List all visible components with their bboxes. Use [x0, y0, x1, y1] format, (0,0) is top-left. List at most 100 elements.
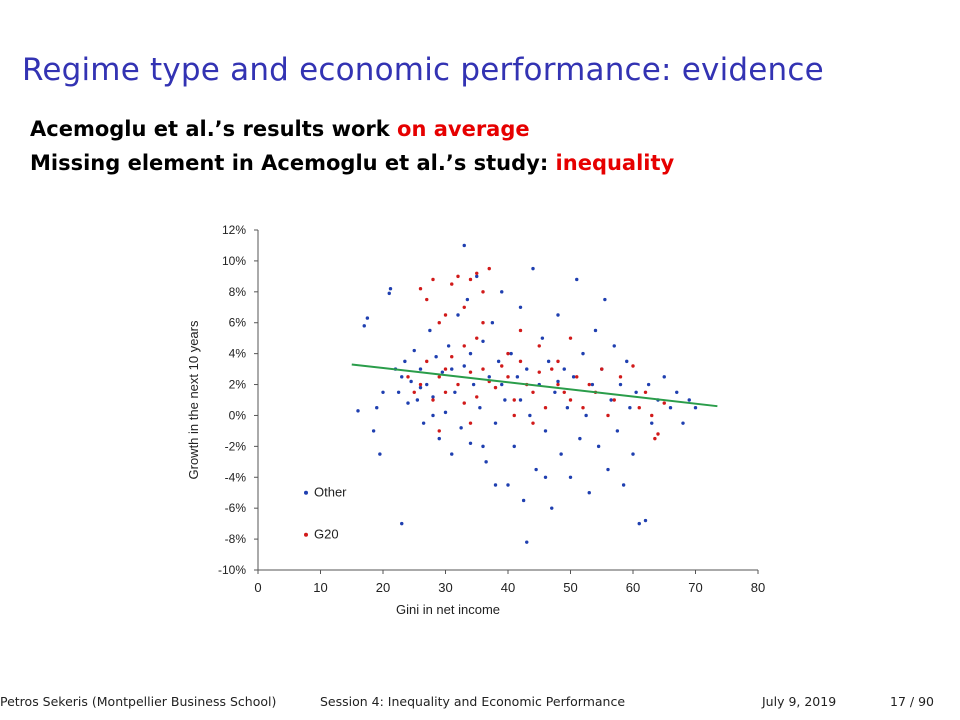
other-point — [487, 375, 491, 379]
y-tick-label: 0% — [229, 408, 247, 422]
g20-point — [431, 277, 435, 282]
g20-point — [406, 375, 410, 379]
other-point — [675, 390, 679, 394]
g20-point — [437, 375, 441, 379]
footer-page-number: 17 / 90 — [890, 694, 934, 709]
g20-point — [600, 367, 604, 371]
other-point — [596, 444, 601, 449]
legend-marker-other — [304, 490, 308, 495]
g20-point — [487, 266, 491, 271]
other-point — [490, 321, 495, 325]
other-point — [456, 313, 460, 317]
other-point — [500, 290, 504, 294]
g20-point — [612, 398, 616, 402]
x-tick-label: 40 — [501, 580, 515, 595]
other-point — [628, 406, 632, 410]
footer: Petros Sekeris (Montpellier Business Sch… — [0, 694, 960, 714]
g20-point — [468, 277, 473, 282]
y-tick-label: 6% — [229, 316, 247, 330]
other-point — [462, 364, 466, 368]
g20-point — [512, 413, 516, 418]
y-tick-label: -8% — [225, 532, 247, 546]
other-point — [468, 441, 473, 445]
other-point — [587, 491, 591, 495]
slide-title: Regime type and economic performance: ev… — [22, 52, 824, 88]
other-point — [621, 483, 626, 487]
g20-point — [462, 401, 466, 405]
other-point — [400, 375, 404, 379]
other-point — [571, 375, 576, 379]
other-point — [443, 410, 448, 415]
g20-point — [506, 351, 510, 356]
other-point — [553, 390, 557, 394]
g20-point — [456, 274, 460, 279]
other-point — [528, 413, 532, 418]
other-point — [465, 297, 470, 302]
other-point — [643, 518, 648, 523]
bullet-list: Acemoglu et al.’s results work on averag… — [30, 112, 674, 180]
other-point — [512, 444, 516, 449]
g20-point — [462, 305, 466, 309]
g20-point — [462, 344, 466, 348]
other-point — [437, 436, 441, 441]
other-point — [381, 390, 385, 394]
g20-point — [418, 382, 423, 387]
other-point — [425, 382, 429, 387]
other-point — [625, 359, 629, 364]
g20-point — [518, 328, 523, 333]
g20-point — [606, 413, 610, 418]
x-tick-label: 10 — [313, 580, 327, 595]
other-point — [371, 429, 376, 433]
other-point — [484, 460, 488, 464]
other-point — [362, 324, 366, 328]
other-point — [581, 351, 585, 356]
other-point — [496, 359, 501, 364]
other-point — [556, 313, 560, 317]
g20-point — [468, 370, 473, 374]
other-point — [503, 398, 507, 402]
other-point — [618, 382, 623, 387]
other-point — [540, 336, 545, 340]
footer-author: Petros Sekeris (Montpellier Business Sch… — [0, 694, 277, 709]
g20-point — [631, 364, 635, 368]
chart-svg: -10% -8% -6% -4% -2% 0% 2% 4% 6% 8% 10% 12% 0 10 20 30 4… — [186, 223, 765, 617]
other-point — [575, 277, 579, 282]
other-point — [415, 398, 420, 402]
g20-point — [656, 432, 660, 436]
bullet-line-2: Missing element in Acemoglu et al.’s stu… — [30, 146, 674, 180]
other-point — [481, 444, 485, 449]
g20-point — [443, 390, 448, 394]
g20-point — [418, 287, 423, 291]
y-tick-label: 2% — [229, 378, 247, 392]
g20-point — [650, 413, 654, 418]
bullet-1-highlight: on average — [397, 117, 530, 141]
other-point — [637, 521, 641, 526]
x-tick-label: 60 — [626, 580, 640, 595]
bullet-2-highlight: inequality — [555, 151, 675, 175]
x-tick-label: 0 — [254, 580, 261, 595]
g20-point — [437, 321, 441, 325]
trend-line — [351, 363, 718, 408]
g20-point — [481, 321, 485, 325]
g20-point — [481, 367, 485, 371]
other-point — [509, 351, 513, 356]
g20-point — [468, 421, 473, 425]
other-point — [431, 395, 435, 399]
other-point — [400, 521, 404, 526]
other-point — [546, 359, 551, 364]
x-axis-label: Gini in net income — [396, 602, 500, 617]
y-tick-label: 4% — [229, 347, 247, 361]
g20-point — [568, 336, 573, 340]
g20-point — [450, 355, 454, 359]
other-point — [515, 375, 520, 379]
other-point — [543, 475, 548, 479]
other-point — [693, 406, 698, 410]
g20-point — [506, 375, 510, 379]
x-tick-label: 50 — [563, 580, 577, 595]
g20-point — [431, 398, 435, 402]
other-point — [365, 316, 370, 320]
g20-point — [531, 421, 535, 425]
other-point — [534, 467, 538, 472]
other-point — [481, 339, 485, 343]
y-tick-label: 12% — [222, 223, 246, 237]
